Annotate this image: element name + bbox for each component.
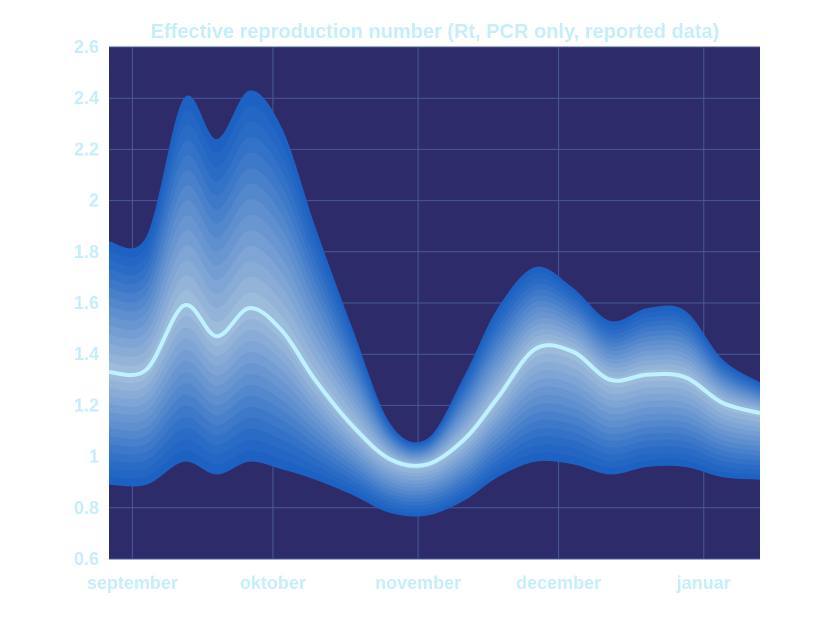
x-tick-label: oktober — [240, 573, 306, 593]
y-tick-label: 1 — [89, 447, 99, 467]
chart-title: Effective reproduction number (Rt, PCR o… — [151, 21, 720, 43]
y-tick-label: 1.6 — [74, 293, 99, 313]
y-tick-label: 0.6 — [74, 549, 99, 569]
y-tick-label: 1.2 — [74, 395, 99, 415]
x-tick-label: januar — [676, 573, 731, 593]
y-axis-ticks: 0.6 0.8 1 1.2 1.4 1.6 1.8 2 2.2 2.4 2.6 — [74, 37, 99, 569]
x-tick-label: september — [87, 573, 178, 593]
y-tick-label: 2.2 — [74, 139, 99, 159]
y-tick-label: 1.4 — [74, 344, 99, 364]
y-tick-label: 2.4 — [74, 88, 99, 108]
confidence-bands — [109, 90, 760, 517]
y-tick-label: 0.8 — [74, 498, 99, 518]
x-tick-label: december — [516, 573, 601, 593]
x-axis-ticks: september oktober november december januar — [87, 573, 731, 593]
y-tick-label: 2 — [89, 191, 99, 211]
median-line — [108, 303, 761, 468]
y-tick-label: 2.6 — [74, 37, 99, 57]
y-tick-label: 1.8 — [74, 242, 99, 262]
x-tick-label: november — [375, 573, 461, 593]
